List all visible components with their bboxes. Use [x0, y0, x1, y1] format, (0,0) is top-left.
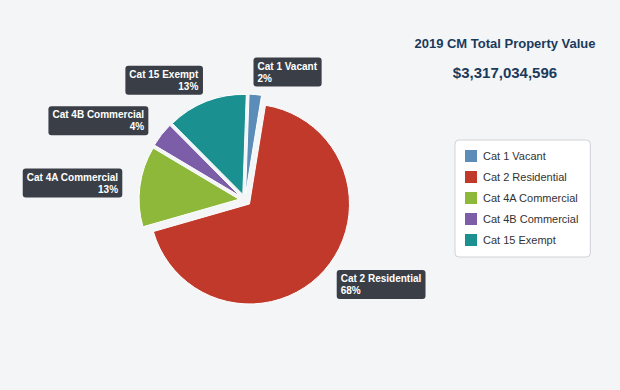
data-label-value: 2% — [257, 73, 272, 84]
data-label-box — [253, 58, 321, 87]
legend-swatch — [465, 171, 477, 183]
data-label-value: 13% — [98, 184, 118, 195]
subtitle: $3,317,034,596 — [453, 64, 557, 81]
pie — [139, 94, 349, 304]
data-label-value: 13% — [178, 81, 198, 92]
legend-swatch — [465, 192, 477, 204]
legend-label: Cat 4B Commercial — [483, 213, 578, 225]
data-label-category: Cat 1 Vacant — [257, 61, 317, 72]
data-label-category: Cat 2 Residential — [341, 273, 422, 284]
data-label: Cat 1 Vacant2% — [253, 58, 321, 87]
data-label-box — [48, 106, 148, 135]
chart-container: Cat 1 Vacant2%Cat 2 Residential68%Cat 4A… — [0, 0, 620, 390]
legend-frame — [455, 140, 590, 257]
legend: Cat 1 Vacant Cat 2 Residential Cat 4A Comm… — [455, 140, 590, 257]
data-label-value: 68% — [341, 285, 361, 296]
legend-swatch — [465, 213, 477, 225]
data-label-text: Cat 4A Commercial13% — [27, 172, 119, 195]
data-label-category: Cat 15 Exempt — [129, 69, 199, 80]
data-label-value: 4% — [130, 121, 145, 132]
chart: Cat 1 Vacant2%Cat 2 Residential68%Cat 4A… — [0, 0, 620, 390]
data-label-category: Cat 4B Commercial — [52, 109, 144, 120]
data-label-text: Cat 2 Residential68% — [341, 273, 422, 296]
legend-label: Cat 2 Residential — [483, 171, 567, 183]
data-labels: Cat 1 Vacant2% Cat 2 Residential68% Cat 4A… — [23, 58, 426, 299]
data-label-box — [23, 169, 123, 198]
pie-slice — [172, 94, 246, 194]
data-label-box — [337, 270, 426, 299]
data-label-text: Cat 15 Exempt13% — [129, 69, 199, 92]
legend-swatch — [465, 234, 477, 246]
legend-label: Cat 15 Exempt — [483, 234, 556, 246]
data-label-text: Cat 1 Vacant2% — [257, 61, 317, 84]
legend-swatch — [465, 150, 477, 162]
data-label: Cat 15 Exempt13% — [125, 66, 203, 95]
data-label: Cat 2 Residential68% — [337, 270, 426, 299]
title: 2019 CM Total Property Value — [414, 36, 595, 51]
data-label: Cat 4B Commercial4% — [48, 106, 148, 135]
data-label-box — [125, 66, 203, 95]
legend-label: Cat 1 Vacant — [483, 150, 546, 162]
data-label-text: Cat 4B Commercial4% — [52, 109, 144, 132]
data-label: Cat 4A Commercial13% — [23, 169, 123, 198]
legend-label: Cat 4A Commercial — [483, 192, 578, 204]
data-label-category: Cat 4A Commercial — [27, 172, 119, 183]
